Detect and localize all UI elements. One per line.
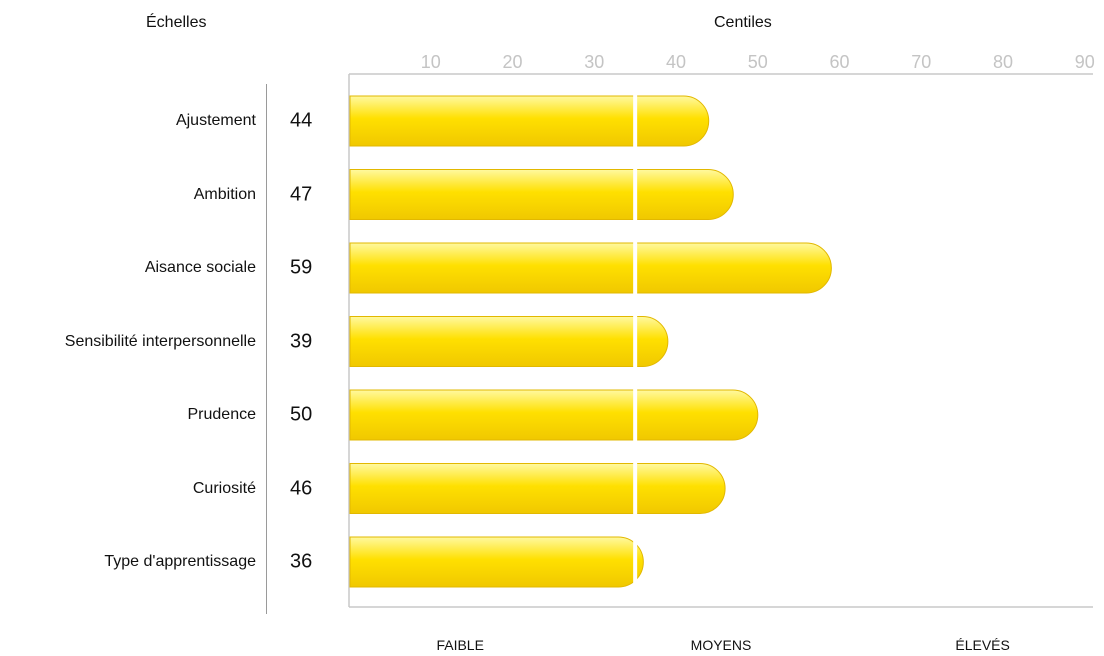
band-label-1: MOYENS	[690, 637, 752, 653]
scale-label: Type d'apprentissage	[104, 553, 256, 570]
score-value: 59	[290, 256, 313, 279]
score-value: 39	[290, 330, 313, 352]
x-tick-label: 40	[666, 52, 687, 72]
scale-label: Aisance sociale	[144, 259, 256, 276]
x-tick-label: 10	[420, 52, 441, 72]
band-label-0: FAIBLE	[436, 637, 484, 653]
score-value: 36	[290, 550, 313, 573]
bar-type-d-apprentissage	[349, 536, 644, 588]
bars	[349, 95, 832, 588]
x-tick-label: 60	[829, 52, 850, 72]
x-tick-label: 90	[1074, 52, 1095, 72]
bar-sensibilit-interpersonnelle	[349, 316, 669, 367]
bar-ajustement	[349, 95, 710, 147]
scale-label: Sensibilité interpersonnelle	[64, 332, 256, 350]
label-divider	[266, 84, 267, 614]
x-tick-label: 20	[502, 52, 523, 72]
centiles-header: Centiles	[714, 14, 772, 31]
plot-frame	[348, 73, 1093, 608]
scale-label: Curiosité	[192, 479, 256, 497]
band-label-2: ÉLEVÉS	[955, 637, 1010, 653]
x-tick-label: 50	[747, 52, 768, 72]
score-value: 46	[290, 477, 313, 499]
x-tick-label: 70	[911, 52, 932, 72]
scale-label: Prudence	[187, 406, 257, 423]
bar-prudence	[349, 389, 759, 441]
scale-label: Ambition	[193, 185, 256, 203]
bar-curiosit-	[349, 463, 726, 514]
bar-ambition	[349, 169, 734, 220]
score-value: 50	[290, 403, 313, 426]
scale-label: Ajustement	[175, 112, 256, 129]
scales-header: Échelles	[146, 14, 207, 31]
score-value: 44	[290, 109, 313, 132]
bar-aisance-sociale	[349, 242, 832, 294]
band-boundary-line	[633, 84, 638, 597]
x-tick-label: 30	[584, 52, 605, 72]
score-value: 47	[290, 183, 313, 205]
x-tick-label: 80	[993, 52, 1014, 72]
